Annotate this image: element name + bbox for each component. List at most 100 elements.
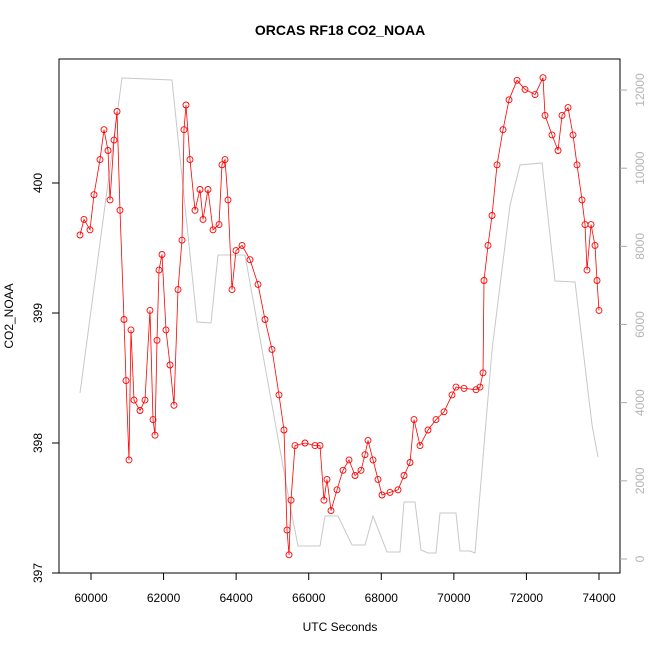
co2-point bbox=[554, 147, 562, 154]
co2-point bbox=[238, 241, 246, 249]
altitude-line bbox=[79, 77, 599, 554]
co2-point bbox=[578, 196, 586, 204]
co2-point bbox=[416, 442, 424, 450]
co2-point bbox=[386, 488, 394, 496]
co2-point bbox=[476, 383, 484, 391]
co2-point bbox=[448, 391, 456, 399]
co2-point bbox=[406, 459, 414, 466]
co2-series bbox=[76, 74, 603, 559]
co2-point bbox=[268, 345, 276, 353]
co2-point bbox=[127, 326, 135, 334]
co2-point bbox=[480, 277, 488, 284]
co2-point bbox=[364, 436, 372, 444]
co2-point bbox=[327, 507, 335, 515]
co2-point bbox=[378, 491, 386, 499]
co2-point bbox=[125, 456, 133, 464]
chart-title: ORCAS RF18 CO2_NOAA bbox=[255, 22, 425, 38]
co2-point bbox=[320, 496, 328, 504]
co2-point bbox=[209, 226, 217, 234]
co2-point bbox=[275, 391, 283, 399]
co2-point bbox=[548, 131, 556, 139]
co2-point bbox=[215, 221, 223, 229]
co2-point bbox=[558, 111, 566, 119]
co2-point bbox=[136, 407, 144, 414]
co2-point bbox=[113, 108, 121, 115]
co2-point bbox=[432, 416, 440, 424]
co2-point bbox=[280, 426, 288, 434]
y2-tick-label: 10000 bbox=[633, 151, 647, 185]
co2-point bbox=[174, 286, 182, 294]
y2-tick-label: 12000 bbox=[633, 73, 647, 107]
y2-tick-label: 0 bbox=[633, 555, 647, 562]
co2-point bbox=[166, 361, 174, 369]
co2-point bbox=[311, 442, 319, 450]
co2-point bbox=[162, 326, 170, 334]
y-axis-left: 397 398 399 400 bbox=[31, 173, 60, 583]
co2-point bbox=[539, 74, 547, 82]
co2-point bbox=[141, 396, 149, 404]
y2-tick-label: 8000 bbox=[633, 233, 647, 260]
altitude-series bbox=[79, 77, 599, 554]
co2-point bbox=[100, 126, 108, 134]
co2-point bbox=[80, 215, 88, 223]
y-axis-label: CO2_NOAA bbox=[2, 283, 16, 348]
co2-point bbox=[116, 206, 124, 214]
x-tick-label: 72000 bbox=[510, 591, 544, 605]
co2-point bbox=[285, 551, 293, 559]
co2-point bbox=[488, 212, 496, 219]
co2-point bbox=[531, 91, 539, 99]
co2-point bbox=[323, 475, 331, 483]
co2-point bbox=[86, 226, 94, 234]
co2-point bbox=[493, 161, 501, 169]
co2-point bbox=[120, 316, 128, 323]
co2-point bbox=[484, 241, 492, 249]
y-tick-label: 398 bbox=[31, 433, 45, 453]
co2-point bbox=[345, 456, 353, 464]
plot-frame bbox=[58, 58, 621, 574]
co2-point bbox=[110, 136, 118, 144]
co2-point bbox=[218, 161, 226, 169]
co2-point bbox=[130, 396, 138, 404]
co2-line bbox=[79, 77, 600, 555]
co2-point bbox=[186, 156, 194, 164]
co2-point bbox=[593, 277, 601, 284]
co2-point bbox=[246, 256, 254, 264]
co2-point bbox=[182, 101, 190, 109]
co2-point bbox=[228, 286, 236, 294]
co2-point bbox=[155, 266, 163, 274]
co2-point bbox=[204, 186, 212, 193]
co2-point bbox=[440, 408, 448, 416]
co2-point bbox=[76, 231, 84, 239]
co2-point bbox=[199, 215, 207, 223]
co2-point bbox=[564, 104, 572, 112]
co2-point bbox=[513, 76, 521, 84]
co2-point bbox=[410, 416, 418, 424]
co2-point bbox=[361, 451, 369, 459]
co2-point bbox=[153, 336, 161, 344]
co2-point bbox=[424, 426, 432, 434]
co2-point bbox=[301, 439, 309, 447]
x-tick-label: 60000 bbox=[74, 591, 108, 605]
co2-point bbox=[460, 384, 468, 392]
co2-point bbox=[339, 466, 347, 474]
x-tick-label: 62000 bbox=[147, 591, 181, 605]
co2-point bbox=[146, 306, 154, 314]
co2-point bbox=[158, 251, 166, 258]
co2-point bbox=[96, 156, 104, 164]
co2-point bbox=[291, 442, 299, 450]
co2-point bbox=[287, 496, 295, 504]
co2-point bbox=[106, 196, 114, 204]
x-tick-label: 64000 bbox=[219, 591, 253, 605]
co2-point bbox=[587, 221, 595, 229]
co2-point bbox=[224, 196, 232, 204]
co2-point bbox=[374, 475, 382, 483]
co2-point bbox=[583, 266, 591, 274]
co2-point bbox=[357, 466, 365, 474]
y-tick-label: 399 bbox=[31, 303, 45, 323]
co2-point bbox=[261, 316, 269, 323]
co2-point bbox=[505, 96, 513, 104]
co2-point bbox=[149, 416, 157, 424]
co2-point bbox=[122, 377, 130, 385]
x-tick-label: 70000 bbox=[437, 591, 471, 605]
